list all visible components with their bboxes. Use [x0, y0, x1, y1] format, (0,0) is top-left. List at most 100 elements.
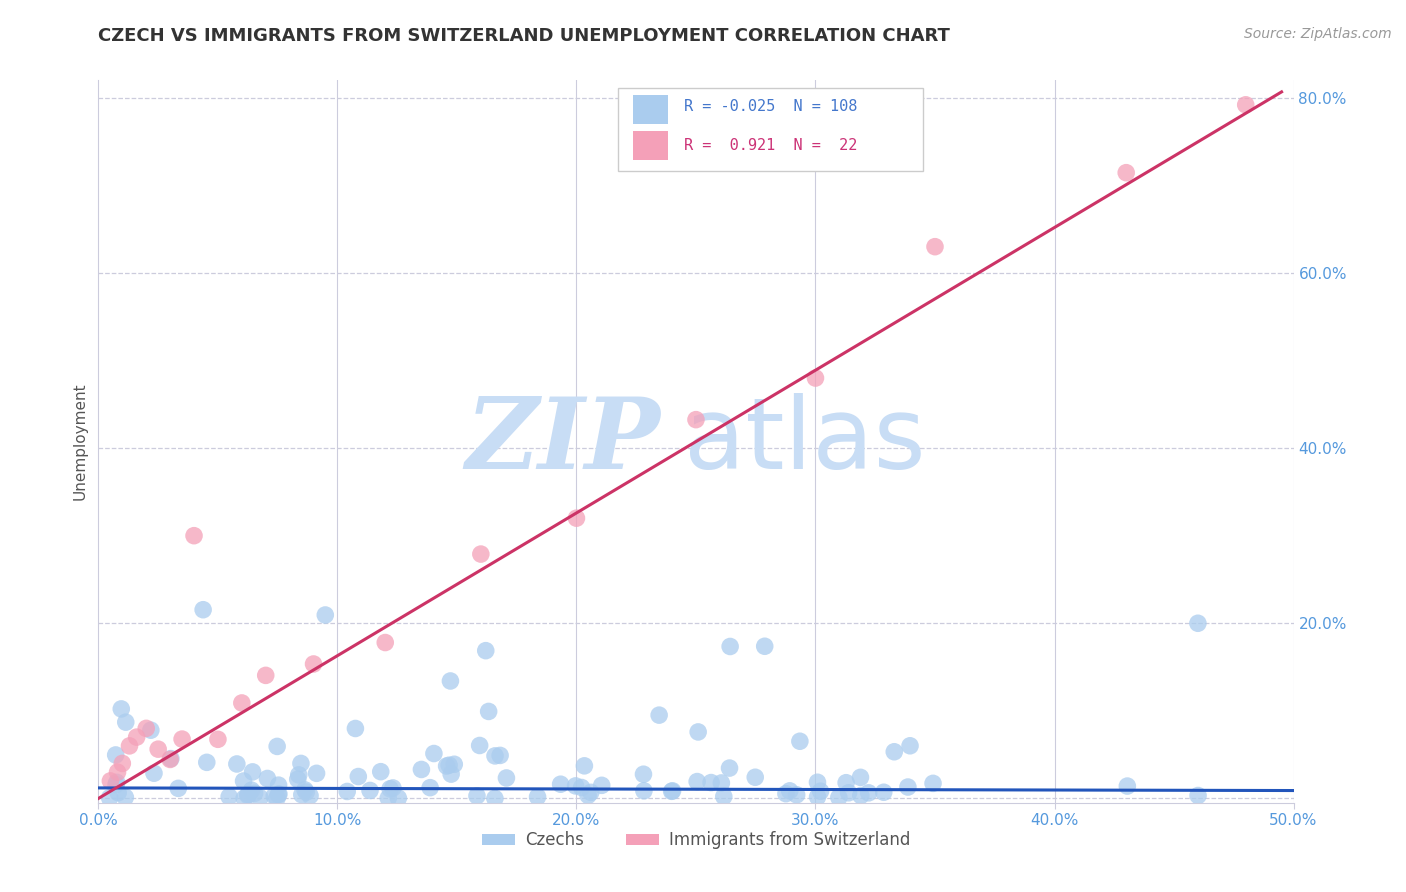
Point [1187, 789, 1209, 803]
Point [295, 785, 318, 799]
Point [195, 756, 218, 770]
Point [898, 739, 921, 753]
Point [806, 775, 828, 789]
Text: ZIP: ZIP [465, 393, 661, 490]
Point [470, 547, 492, 561]
Point [148, 742, 170, 756]
Text: Source: ZipAtlas.com: Source: ZipAtlas.com [1244, 27, 1392, 41]
Point [633, 784, 655, 798]
Point [110, 702, 132, 716]
Point [347, 770, 370, 784]
Point [299, 789, 322, 803]
Point [439, 673, 461, 688]
Point [359, 783, 381, 797]
Point [374, 635, 396, 649]
Point [744, 770, 766, 784]
Point [754, 640, 776, 654]
Point [98, 790, 121, 805]
Point [883, 745, 905, 759]
Point [1116, 779, 1139, 793]
Point [789, 734, 811, 748]
Point [591, 778, 613, 792]
Point [484, 791, 506, 805]
Point [849, 789, 872, 803]
Text: R = -0.025  N = 108: R = -0.025 N = 108 [685, 99, 858, 113]
Point [114, 715, 136, 730]
Point [98, 773, 122, 788]
Point [256, 772, 278, 786]
Point [107, 786, 129, 800]
Point [828, 790, 851, 805]
Point [159, 752, 181, 766]
Text: CZECH VS IMMIGRANTS FROM SWITZERLAND UNEMPLOYMENT CORRELATION CHART: CZECH VS IMMIGRANTS FROM SWITZERLAND UNE… [98, 27, 950, 45]
Point [104, 747, 127, 762]
Point [336, 784, 359, 798]
Point [633, 767, 655, 781]
Point [218, 789, 240, 804]
Bar [633, 131, 668, 160]
Point [302, 657, 325, 671]
Point [526, 789, 548, 804]
Point [266, 739, 288, 754]
Point [661, 784, 683, 798]
Point [550, 777, 572, 791]
Point [443, 757, 465, 772]
Point [468, 739, 491, 753]
Point [344, 722, 367, 736]
Point [806, 789, 828, 804]
Point [1187, 616, 1209, 631]
Point [411, 763, 433, 777]
Point [172, 732, 194, 747]
Point [107, 765, 129, 780]
Point [838, 786, 860, 800]
Point [232, 774, 254, 789]
Point [810, 784, 832, 798]
Point [381, 780, 404, 795]
Point [183, 529, 205, 543]
Point [191, 603, 214, 617]
Point [858, 786, 880, 800]
Point [489, 748, 512, 763]
Point [924, 240, 946, 254]
Point [564, 779, 586, 793]
Point [294, 783, 316, 797]
Point [104, 778, 127, 792]
Point [571, 780, 593, 795]
Point [922, 776, 945, 790]
Point [287, 768, 309, 782]
Point [835, 775, 858, 789]
Text: R =  0.921  N =  22: R = 0.921 N = 22 [685, 138, 858, 153]
Point [243, 786, 266, 800]
Point [786, 788, 808, 802]
Point [387, 791, 409, 805]
Point [478, 705, 501, 719]
Point [263, 789, 285, 803]
Point [291, 788, 314, 802]
Point [242, 764, 264, 779]
Point [804, 371, 827, 385]
Point [125, 730, 148, 744]
Y-axis label: Unemployment: Unemployment [72, 383, 87, 500]
Point [688, 725, 710, 739]
Point [143, 766, 166, 780]
Point [436, 759, 458, 773]
Point [576, 789, 599, 803]
Text: atlas: atlas [685, 393, 925, 490]
Point [105, 775, 128, 789]
Point [287, 772, 309, 787]
Point [1234, 97, 1257, 112]
FancyBboxPatch shape [619, 87, 922, 170]
Point [579, 785, 602, 799]
Point [897, 780, 920, 794]
Point [474, 643, 496, 657]
Point [437, 758, 460, 772]
Point [267, 787, 290, 801]
Point [160, 751, 183, 765]
Point [233, 791, 256, 805]
Point [377, 791, 399, 805]
Point [111, 756, 134, 771]
Point [718, 640, 741, 654]
Point [249, 790, 271, 805]
Point [225, 756, 247, 771]
Point [267, 788, 290, 802]
